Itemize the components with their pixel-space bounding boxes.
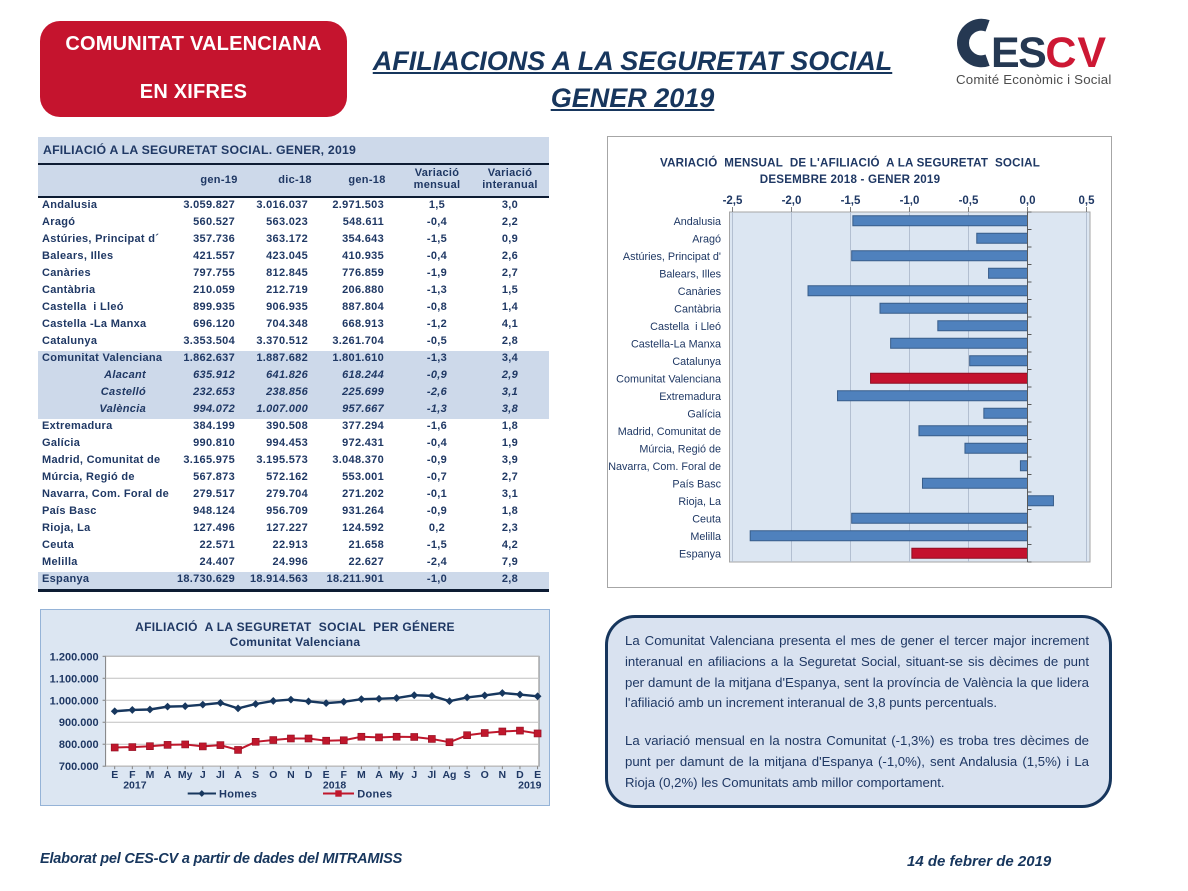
svg-text:My: My [178, 769, 193, 781]
svg-text:Castella-La Manxa: Castella-La Manxa [631, 338, 721, 350]
svg-text:Galícia: Galícia [687, 408, 721, 420]
svg-text:-1,0: -1,0 [900, 195, 920, 207]
svg-text:Navarra, Com. Foral de: Navarra, Com. Foral de [608, 461, 721, 473]
svg-text:1.000.000: 1.000.000 [50, 695, 99, 707]
svg-text:Andalusia: Andalusia [674, 216, 721, 228]
svg-text:Madrid, Comunitat de: Madrid, Comunitat de [618, 426, 721, 438]
svg-text:My: My [389, 769, 404, 781]
svg-text:-1,5: -1,5 [841, 195, 861, 207]
svg-text:E: E [534, 769, 541, 781]
svg-text:900.000: 900.000 [59, 717, 99, 729]
svg-text:-0,5: -0,5 [959, 195, 979, 207]
svg-text:O: O [269, 769, 277, 781]
svg-text:Melilla: Melilla [690, 531, 721, 543]
svg-text:Homes: Homes [219, 789, 257, 801]
svg-text:0,5: 0,5 [1079, 195, 1096, 207]
svg-text:M: M [357, 769, 366, 781]
svg-text:800.000: 800.000 [59, 739, 99, 751]
svg-text:Jl: Jl [216, 769, 225, 781]
svg-text:Canàries: Canàries [678, 286, 722, 298]
svg-text:S: S [464, 769, 471, 781]
svg-text:F: F [341, 769, 348, 781]
svg-text:D: D [305, 769, 313, 781]
svg-text:Ag: Ag [442, 769, 456, 781]
svg-text:Jl: Jl [427, 769, 436, 781]
svg-text:E: E [111, 769, 118, 781]
svg-text:E: E [323, 769, 330, 781]
svg-text:J: J [411, 769, 417, 781]
svg-text:1.100.000: 1.100.000 [50, 673, 99, 685]
svg-text:Astúries, Principat d': Astúries, Principat d' [623, 251, 721, 263]
svg-text:J: J [200, 769, 206, 781]
svg-text:Comunitat Valenciana: Comunitat Valenciana [230, 635, 361, 649]
svg-text:Rioja, La: Rioja, La [678, 496, 721, 508]
svg-text:-2,5: -2,5 [723, 195, 743, 207]
svg-text:N: N [287, 769, 295, 781]
svg-text:2017: 2017 [123, 780, 147, 792]
svg-text:Cantàbria: Cantàbria [674, 303, 721, 315]
svg-text:2018: 2018 [323, 780, 347, 792]
svg-text:Espanya: Espanya [679, 548, 721, 560]
svg-text:Catalunya: Catalunya [672, 356, 721, 368]
svg-text:-2,0: -2,0 [782, 195, 802, 207]
svg-text:1.200.000: 1.200.000 [50, 651, 99, 663]
svg-text:País Basc: País Basc [672, 478, 721, 490]
svg-text:AFILIACIÓ A LA SEGURETAT SOC: AFILIACIÓ A LA SEGURETAT SOCIAL PER GÉNE… [135, 619, 455, 634]
svg-text:N: N [499, 769, 507, 781]
svg-text:O: O [481, 769, 489, 781]
svg-text:M: M [146, 769, 155, 781]
svg-text:2019: 2019 [518, 780, 542, 792]
svg-text:VARIACIÓ MENSUAL DE L'AFILIA: VARIACIÓ MENSUAL DE L'AFILIACIÓ A LA SEG… [660, 157, 1040, 170]
svg-text:0,0: 0,0 [1020, 195, 1036, 207]
svg-text:S: S [252, 769, 259, 781]
svg-text:Comité Econòmic i Social: Comité Econòmic i Social [956, 72, 1112, 87]
svg-text:Dones: Dones [357, 789, 392, 801]
svg-text:ESCV: ESCV [991, 29, 1107, 77]
svg-text:A: A [375, 769, 383, 781]
svg-text:A: A [234, 769, 242, 781]
svg-text:A: A [164, 769, 172, 781]
svg-text:Ceuta: Ceuta [692, 513, 721, 525]
svg-text:F: F [129, 769, 136, 781]
svg-text:Balears, Illes: Balears, Illes [659, 268, 721, 280]
svg-text:Castella i Lleó: Castella i Lleó [650, 321, 721, 333]
svg-text:700.000: 700.000 [59, 761, 99, 773]
svg-text:Múrcia, Regió de: Múrcia, Regió de [639, 443, 721, 455]
svg-text:Aragó: Aragó [692, 233, 721, 245]
svg-text:DESEMBRE 2018 - GENER 2019: DESEMBRE 2018 - GENER 2019 [760, 173, 941, 186]
svg-text:Extremadura: Extremadura [659, 391, 721, 403]
svg-text:D: D [516, 769, 524, 781]
svg-text:Comunitat Valenciana: Comunitat Valenciana [616, 373, 721, 385]
